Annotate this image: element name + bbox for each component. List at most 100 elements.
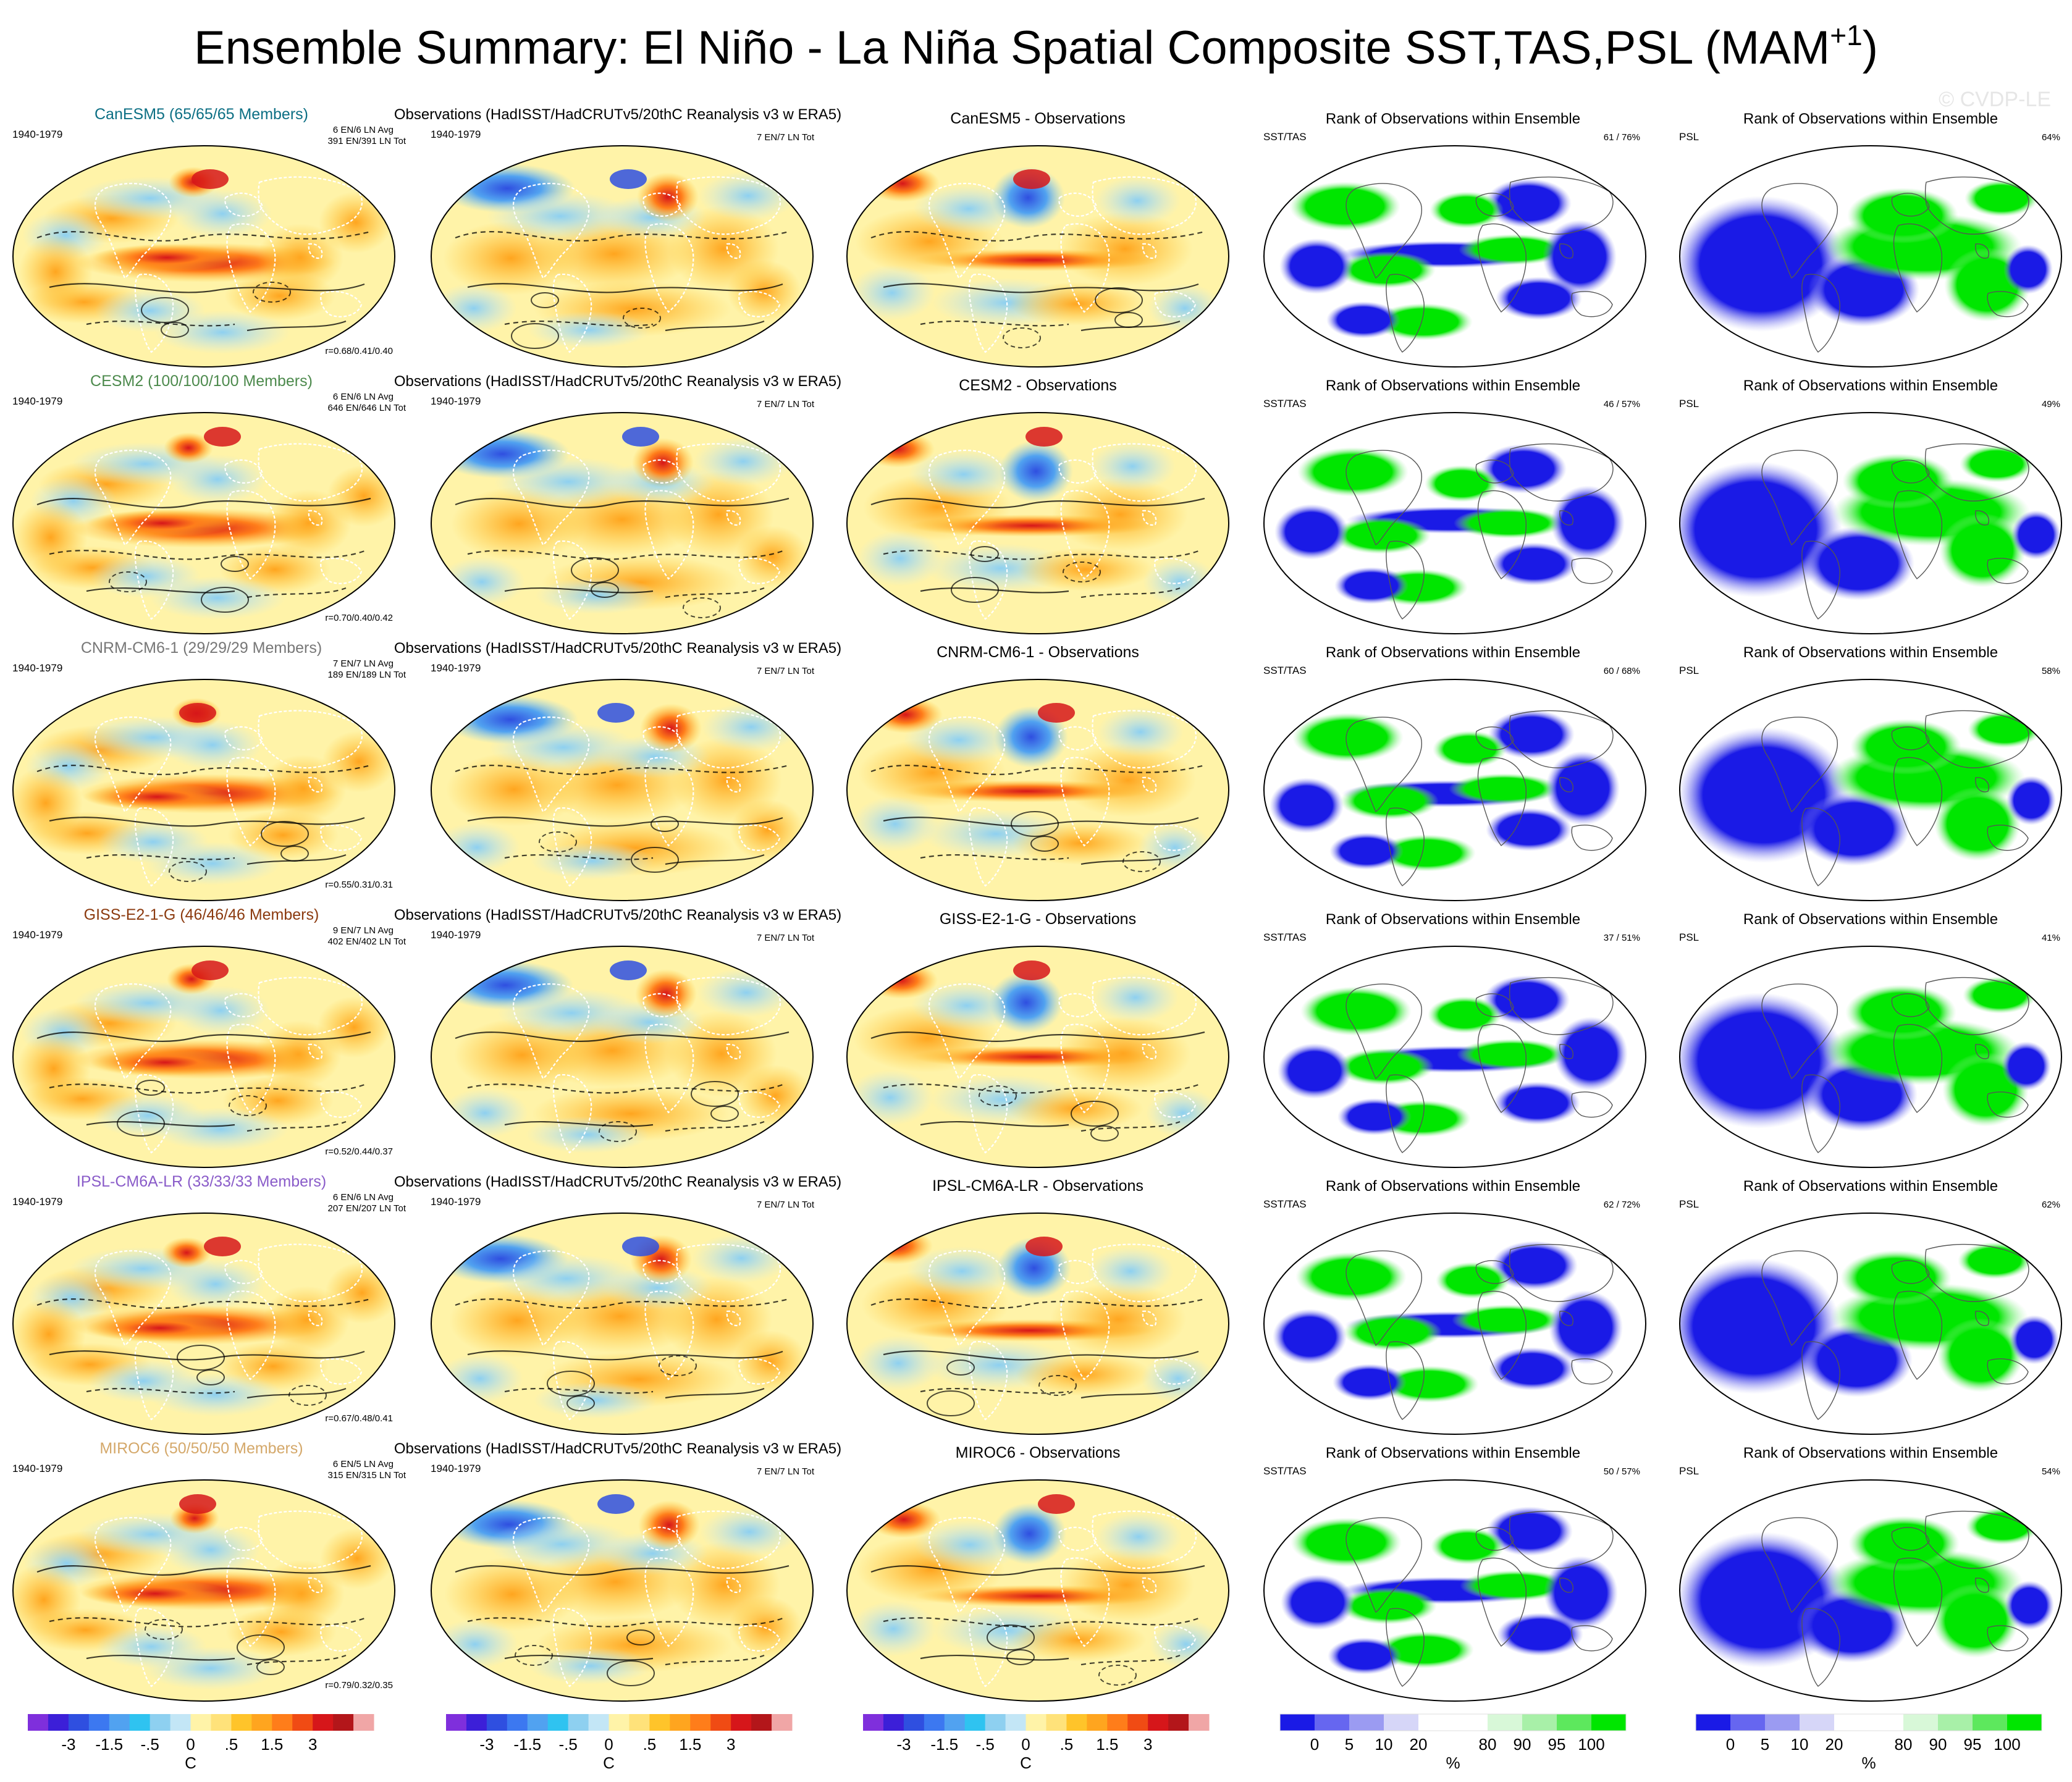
coastline [1924, 710, 2029, 768]
psl-contour-ring [1114, 312, 1143, 328]
psl-contour-ring [683, 597, 721, 618]
coastline [1761, 1250, 1838, 1347]
anomaly-region [1551, 485, 1625, 560]
anomaly-region [1679, 196, 1847, 332]
coastline [1891, 726, 1930, 750]
anomaly-region [143, 1647, 279, 1690]
coastline [1477, 1557, 1527, 1647]
colorbar-swatch [985, 1714, 1006, 1731]
psl-contour-ring [531, 292, 559, 308]
temperature-colorbar: -3 -1.5 -.5 0 .5 1.5 3 C [446, 1714, 793, 1772]
period-label: 1940-1979 [12, 128, 62, 140]
anomaly-region [1340, 783, 1439, 820]
psl-contour [86, 587, 235, 594]
anomaly-region [1431, 1528, 1505, 1565]
psl-rank-map [1679, 946, 2062, 1168]
coastline [1924, 1510, 2029, 1569]
anomaly-region [1965, 180, 2039, 217]
anomaly-region [1016, 1353, 1152, 1396]
colorbar-tick: -1.5 [930, 1735, 958, 1754]
colorbar-tick: 3 [1143, 1735, 1152, 1754]
anomaly-region [1328, 1637, 1402, 1675]
anomaly-region [86, 1314, 234, 1342]
coastline [928, 182, 1006, 279]
psl-contour-ring [659, 1355, 697, 1376]
colorbar-swatch [568, 1714, 589, 1731]
model-header: GISS-E2-1-G (46/46/46 Members) [84, 906, 319, 923]
anomaly-region [154, 311, 290, 354]
coastline [1477, 757, 1527, 846]
total-count: 207 EN/207 LN Tot [328, 1203, 406, 1214]
anomaly-region [1459, 234, 1570, 265]
psl-contour-ring [141, 297, 189, 323]
coastline [1893, 757, 1943, 846]
psl-contour [920, 1120, 1069, 1127]
anomaly-region [1939, 513, 2026, 587]
anomaly-region [2005, 1581, 2054, 1630]
coastline [644, 1023, 694, 1114]
coastline [1893, 1290, 1943, 1380]
colorbar-swatch [1522, 1714, 1557, 1731]
map-outline [431, 946, 814, 1168]
coastline [1477, 223, 1527, 313]
anomaly-region [224, 271, 335, 321]
obs-period: 1940-1979 [431, 1463, 481, 1474]
anomaly-region [1960, 445, 2034, 482]
anomaly-region [999, 440, 1073, 502]
coastline [1509, 1510, 1614, 1569]
anomaly-region [1554, 1017, 1628, 1091]
psl-contour [467, 1083, 783, 1094]
anomaly-region [1338, 1587, 1437, 1624]
pattern-correlation: r=0.67/0.48/0.41 [325, 1413, 393, 1424]
psl-contour [920, 1387, 1069, 1394]
anomaly-region [444, 1557, 580, 1631]
map-outline [846, 145, 1229, 368]
psl-percent: 41% [2042, 933, 2060, 943]
colorbar-swatch [231, 1714, 252, 1731]
model-map [12, 412, 395, 634]
obs-count: 7 EN/7 LN Tot [757, 132, 815, 143]
psl-contour [49, 283, 365, 293]
anomaly-region [1270, 778, 1344, 833]
sst-tas-rank-map [1263, 1479, 1646, 1702]
rank-title: Rank of Observations within Ensemble [1326, 111, 1580, 127]
anomaly-region [327, 465, 395, 527]
colorbar-tick: 20 [1826, 1735, 1843, 1754]
coastline [1058, 993, 1098, 1017]
colorbar-swatch [731, 1714, 752, 1731]
psl-contour [455, 1565, 790, 1576]
difference-title: CNRM-CM6-1 - Observations [937, 644, 1139, 661]
coastline [224, 993, 264, 1017]
coastline [226, 1557, 276, 1647]
anomaly-region [161, 1525, 260, 1574]
coastline [512, 182, 590, 279]
coastline [224, 459, 264, 484]
sst-tas-label: SST/TAS [1263, 1465, 1307, 1477]
colorbar-swatch [710, 1714, 731, 1731]
colorbar-tick: 95 [1964, 1735, 1982, 1754]
sst-tas-rank-map [1263, 1213, 1646, 1435]
coastline [1975, 243, 1989, 259]
coastline [1386, 1608, 1425, 1687]
psl-contour [920, 587, 1069, 594]
colorbar-swatch [772, 1714, 793, 1731]
anomaly-region [850, 1601, 937, 1657]
anomaly-region [168, 455, 267, 504]
coastline [1142, 1577, 1157, 1594]
map-outline [846, 679, 1229, 901]
anomaly-region [1060, 743, 1196, 817]
colorbar-tick: 1.5 [261, 1735, 283, 1754]
anomaly-region [1847, 188, 1958, 243]
colorbar-swatch [333, 1714, 354, 1731]
coastline [94, 1250, 172, 1347]
coastline [1154, 557, 1197, 584]
psl-contour-ring [511, 323, 559, 349]
psl-contour [920, 854, 1069, 860]
coastline [968, 1608, 1008, 1687]
coastline [1346, 183, 1422, 279]
anomaly-region [19, 235, 93, 309]
anomaly-region [1057, 212, 1193, 286]
coastline [1060, 223, 1110, 313]
difference-map [846, 1213, 1229, 1435]
pattern-correlation: r=0.52/0.44/0.37 [325, 1146, 393, 1157]
